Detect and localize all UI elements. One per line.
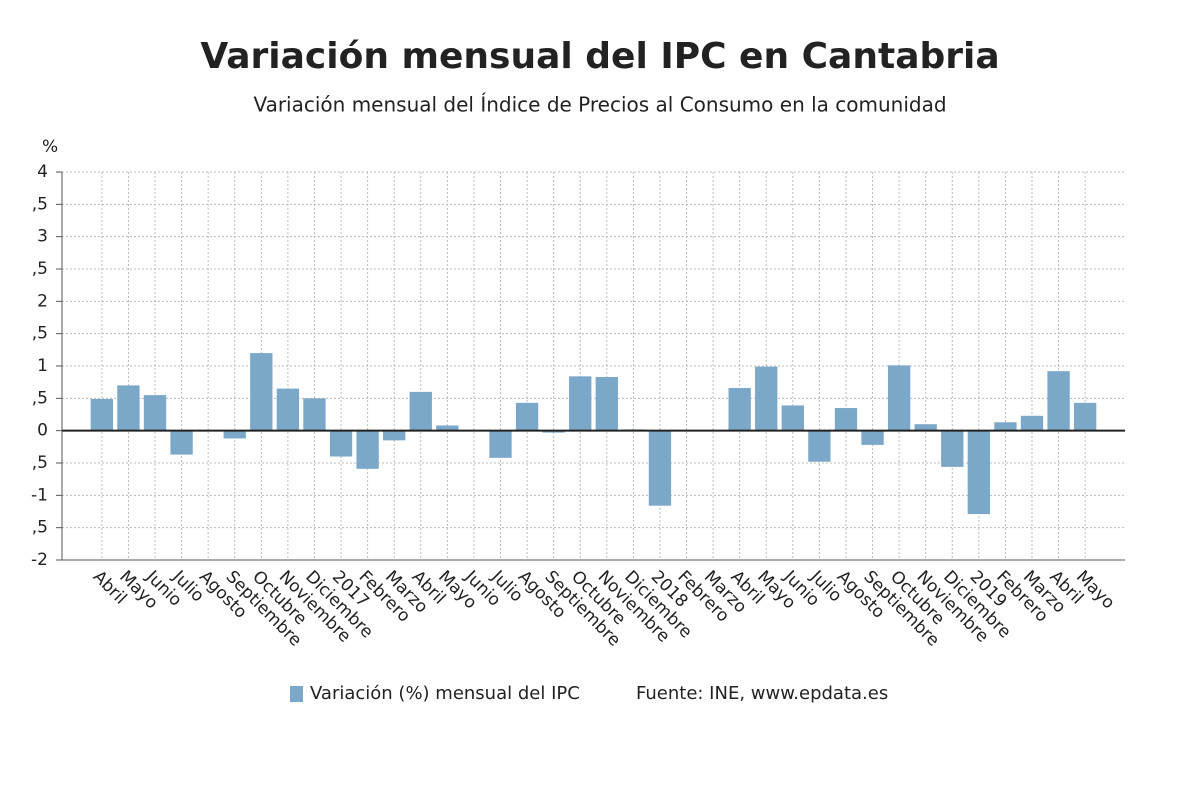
bar (728, 387, 751, 431)
bar (861, 430, 884, 445)
bar (569, 376, 592, 431)
y-tick-label: ,5 (32, 518, 48, 538)
bar (170, 430, 193, 455)
bar (808, 430, 831, 462)
bar (489, 430, 512, 458)
y-tick-label: 0 (37, 421, 48, 441)
bar (409, 391, 432, 431)
y-axis-label: % (42, 137, 58, 157)
bar (781, 405, 804, 431)
bar (436, 425, 459, 431)
bar (1020, 415, 1044, 431)
bar (143, 395, 167, 431)
chart-subtitle: Variación mensual del Índice de Precios … (253, 93, 946, 117)
y-tick-label: -1 (31, 485, 48, 505)
bar (356, 430, 379, 469)
y-tick-label: 2 (37, 291, 48, 311)
y-tick-label: 3 (37, 227, 48, 247)
bar (90, 398, 114, 431)
y-tick-label: ,5 (32, 388, 48, 408)
bar (329, 430, 353, 457)
bar (887, 365, 911, 431)
y-tick-label: ,5 (32, 453, 48, 473)
bar (250, 353, 273, 431)
bar (914, 424, 937, 431)
bar (515, 402, 539, 431)
bar (941, 430, 964, 467)
y-tick-label: 4 (37, 162, 48, 182)
chart-title: Variación mensual del IPC en Cantabria (200, 36, 999, 77)
y-tick-label: 1 (37, 356, 48, 376)
legend-label: Variación (%) mensual del IPC (310, 683, 580, 704)
bar (648, 430, 672, 506)
bar (1073, 402, 1097, 431)
y-tick-label: ,5 (32, 194, 48, 214)
bar (755, 366, 778, 431)
bar (303, 398, 326, 431)
y-tick-label: ,5 (32, 259, 48, 279)
bar (994, 422, 1017, 431)
y-tick-label: ,5 (32, 324, 48, 344)
bar (276, 388, 300, 431)
bar (834, 408, 858, 431)
bar (595, 376, 618, 431)
bar (223, 430, 246, 439)
bar (383, 430, 406, 441)
y-tick-label: -2 (31, 550, 48, 570)
legend-swatch (290, 686, 303, 702)
bar (967, 430, 990, 515)
source: Fuente: INE, www.epdata.es (636, 683, 888, 704)
bar (117, 385, 140, 431)
bar (1047, 371, 1070, 431)
